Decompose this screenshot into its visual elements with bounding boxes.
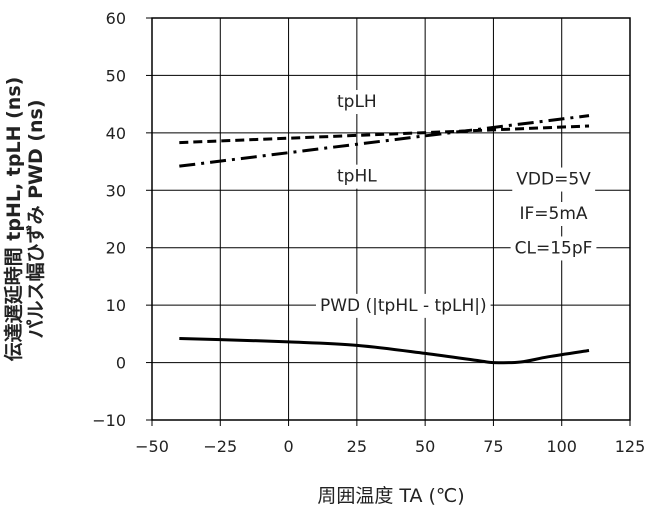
x-tick-label: 75 [483, 437, 503, 456]
annotation-text: CL=15pF [515, 238, 593, 258]
series-lines [179, 114, 590, 365]
annotation-background [315, 293, 491, 318]
annotation: PWD (|tpHL - tpLH|) [315, 293, 491, 318]
y-axis-title-line1: 伝達遅延時間 tpHL, tpLH (ns) [2, 77, 25, 362]
y-tick-label: 40 [106, 124, 126, 143]
y-tick-label: 20 [106, 239, 126, 258]
x-tick-label: 50 [415, 437, 435, 456]
annotation: IF=5mA [515, 202, 592, 226]
x-tick-label: 100 [546, 437, 577, 456]
annotations: tpLH tpHL VDD=5V IF=5mA CL=15pF PWD (|tpHL - … [315, 90, 597, 318]
annotation: tpLH [332, 90, 381, 115]
series-line-tplh [179, 124, 590, 145]
annotation-background [332, 164, 382, 189]
annotation-text: IF=5mA [519, 204, 587, 224]
annotation-text: tpHL [337, 167, 377, 187]
y-tick-label: −10 [92, 411, 126, 430]
annotation: CL=15pF [510, 236, 597, 261]
annotation: tpHL [332, 164, 382, 189]
y-tick-label: 50 [106, 66, 126, 85]
annotation-text: VDD=5V [516, 170, 591, 190]
annotation-background [512, 167, 596, 192]
x-tick-label: −50 [135, 437, 169, 456]
y-tick-label: 0 [116, 354, 126, 373]
plot-frame [151, 17, 631, 421]
y-axis-title-line2: パルス幅ひずみ PWD (ns) [24, 99, 47, 338]
annotation-text: PWD (|tpHL - tpLH|) [320, 296, 487, 316]
y-tick-label: 30 [106, 181, 126, 200]
series-line-pwd [179, 336, 590, 365]
tick-labels: −50 −25 0 25 50 75 100 125 −10 0 10 20 30 40 50 60 [92, 9, 645, 456]
x-tick-label: −25 [203, 437, 237, 456]
annotation-background [515, 202, 592, 226]
annotation-text: tpLH [337, 92, 377, 112]
x-tick-label: 0 [283, 437, 293, 456]
y-tick-label: 10 [106, 296, 126, 315]
y-tick-label: 60 [106, 9, 126, 28]
annotation: VDD=5V [512, 167, 596, 192]
annotation-background [510, 236, 597, 261]
annotation-background [332, 90, 381, 115]
x-axis-title: 周囲温度 TA (℃) [317, 485, 464, 507]
x-tick-label: 125 [615, 437, 646, 456]
x-tick-label: 25 [347, 437, 367, 456]
series-line-tphl [179, 114, 590, 168]
